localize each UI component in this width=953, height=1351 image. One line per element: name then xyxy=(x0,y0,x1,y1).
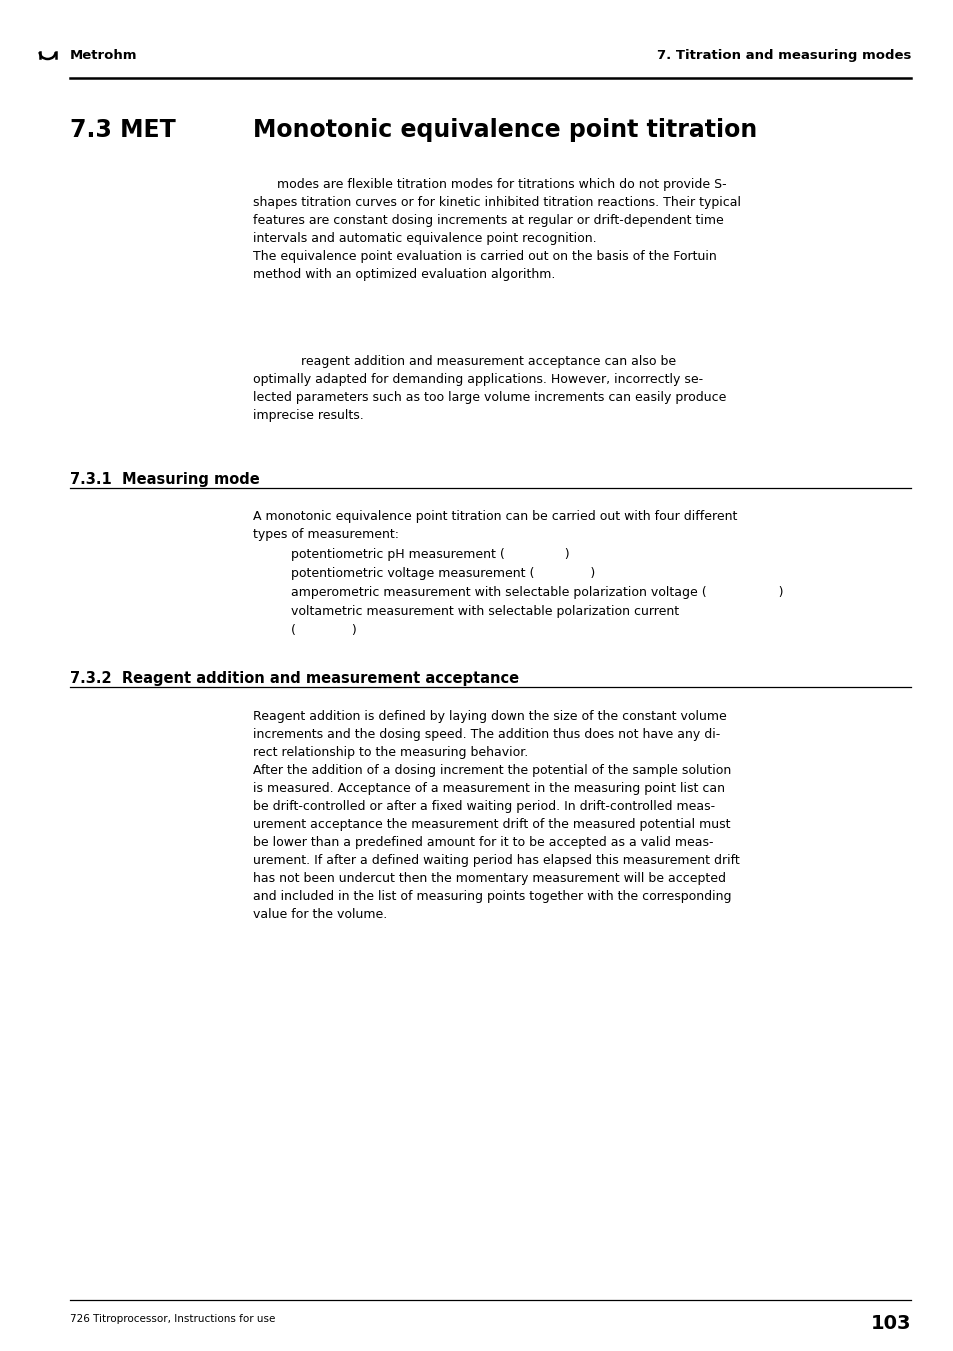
Text: 103: 103 xyxy=(870,1315,910,1333)
Text: urement. If after a defined waiting period has elapsed this measurement drift: urement. If after a defined waiting peri… xyxy=(253,854,739,867)
Text: method with an optimized evaluation algorithm.: method with an optimized evaluation algo… xyxy=(253,267,555,281)
Text: A monotonic equivalence point titration can be carried out with four different: A monotonic equivalence point titration … xyxy=(253,509,737,523)
Text: voltametric measurement with selectable polarization current: voltametric measurement with selectable … xyxy=(291,605,679,617)
Text: optimally adapted for demanding applications. However, incorrectly se-: optimally adapted for demanding applicat… xyxy=(253,373,702,386)
Text: types of measurement:: types of measurement: xyxy=(253,528,398,540)
Text: has not been undercut then the momentary measurement will be accepted: has not been undercut then the momentary… xyxy=(253,871,725,885)
Text: be lower than a predefined amount for it to be accepted as a valid meas-: be lower than a predefined amount for it… xyxy=(253,836,713,848)
Text: 7. Titration and measuring modes: 7. Titration and measuring modes xyxy=(656,49,910,62)
Text: intervals and automatic equivalence point recognition.: intervals and automatic equivalence poin… xyxy=(253,232,596,245)
Text: (              ): ( ) xyxy=(291,624,356,638)
Text: increments and the dosing speed. The addition thus does not have any di-: increments and the dosing speed. The add… xyxy=(253,728,720,740)
Text: shapes titration curves or for kinetic inhibited titration reactions. Their typi: shapes titration curves or for kinetic i… xyxy=(253,196,740,209)
Text: amperometric measurement with selectable polarization voltage (                 : amperometric measurement with selectable… xyxy=(291,586,782,598)
Text: 7.3.1  Measuring mode: 7.3.1 Measuring mode xyxy=(70,471,259,486)
Text: potentiometric voltage measurement (              ): potentiometric voltage measurement ( ) xyxy=(291,567,595,580)
Text: The equivalence point evaluation is carried out on the basis of the Fortuin: The equivalence point evaluation is carr… xyxy=(253,250,716,263)
Text: 726 Titroprocessor, Instructions for use: 726 Titroprocessor, Instructions for use xyxy=(70,1315,274,1324)
Text: is measured. Acceptance of a measurement in the measuring point list can: is measured. Acceptance of a measurement… xyxy=(253,782,724,794)
Text: be drift-controlled or after a fixed waiting period. In drift-controlled meas-: be drift-controlled or after a fixed wai… xyxy=(253,800,714,813)
Text: value for the volume.: value for the volume. xyxy=(253,908,387,921)
Text: urement acceptance the measurement drift of the measured potential must: urement acceptance the measurement drift… xyxy=(253,817,730,831)
Text: 7.3 MET: 7.3 MET xyxy=(70,118,175,142)
Text: Reagent addition is defined by laying down the size of the constant volume: Reagent addition is defined by laying do… xyxy=(253,711,726,723)
Text: reagent addition and measurement acceptance can also be: reagent addition and measurement accepta… xyxy=(253,355,676,367)
Text: Monotonic equivalence point titration: Monotonic equivalence point titration xyxy=(253,118,757,142)
Text: After the addition of a dosing increment the potential of the sample solution: After the addition of a dosing increment… xyxy=(253,765,730,777)
Text: lected parameters such as too large volume increments can easily produce: lected parameters such as too large volu… xyxy=(253,390,725,404)
Text: rect relationship to the measuring behavior.: rect relationship to the measuring behav… xyxy=(253,746,528,759)
Text: 7.3.2  Reagent addition and measurement acceptance: 7.3.2 Reagent addition and measurement a… xyxy=(70,671,518,686)
Text: potentiometric pH measurement (               ): potentiometric pH measurement ( ) xyxy=(291,549,569,561)
Text: and included in the list of measuring points together with the corresponding: and included in the list of measuring po… xyxy=(253,890,731,902)
Text: Metrohm: Metrohm xyxy=(70,49,137,62)
Text: features are constant dosing increments at regular or drift-dependent time: features are constant dosing increments … xyxy=(253,213,722,227)
Text: modes are flexible titration modes for titrations which do not provide S-: modes are flexible titration modes for t… xyxy=(253,178,725,190)
Text: imprecise results.: imprecise results. xyxy=(253,409,363,422)
